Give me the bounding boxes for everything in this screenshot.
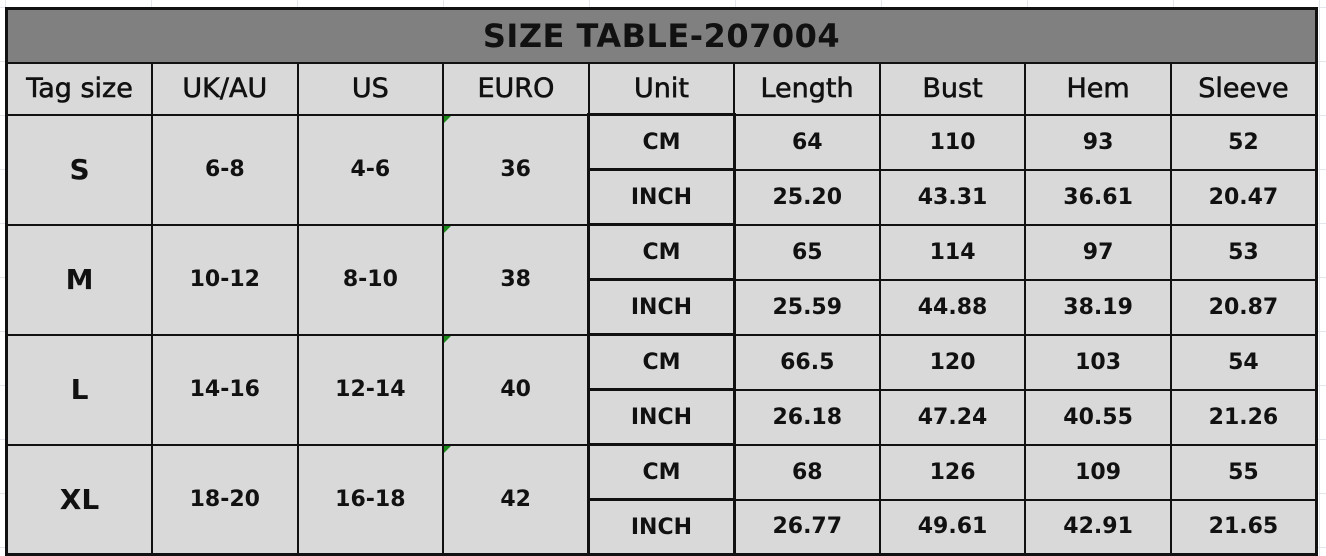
- table-row: INCH 26.18 47.24 40.55 21.26: [7, 388, 1318, 446]
- unit-cell: CM: [587, 113, 736, 171]
- table-row: XL 18-20 16-18 42 CM 68 126 109 55: [5, 443, 1318, 556]
- header-row: Tag size UK/AU US EURO Unit Length Bust …: [5, 62, 1318, 116]
- unit-cell: CM: [587, 333, 736, 391]
- sleeve-cell: 55: [1169, 443, 1318, 501]
- bust-cell: 120: [878, 333, 1027, 391]
- header-bust: Bust: [878, 62, 1027, 116]
- uk-au-cell: 6-8: [151, 113, 299, 226]
- table-row: L 14-16 12-14 40 CM 66.5 120 103 54: [5, 333, 1318, 446]
- header-sleeve: Sleeve: [1169, 62, 1318, 116]
- us-cell: 4-6: [296, 113, 445, 226]
- bust-cell: 47.24: [878, 388, 1027, 446]
- length-cell: 25.59: [733, 278, 881, 336]
- hem-cell: 103: [1024, 333, 1172, 391]
- tag-size-cell: XL: [5, 443, 154, 556]
- bust-cell: 49.61: [878, 498, 1027, 556]
- table-row: S 6-8 4-6 36 CM 64 110 93 52: [5, 113, 1318, 226]
- header-euro: EURO: [442, 62, 590, 116]
- length-cell: 68: [733, 443, 881, 501]
- bust-cell: 126: [878, 443, 1027, 501]
- size-table: SIZE TABLE-207004 Tag size UK/AU US EURO…: [5, 7, 1318, 556]
- bust-cell: 43.31: [878, 168, 1027, 226]
- us-cell: 12-14: [296, 333, 445, 446]
- length-cell: 65: [733, 223, 881, 281]
- euro-cell: 36: [442, 113, 590, 226]
- sleeve-cell: 21.26: [1169, 388, 1318, 446]
- uk-au-cell: 10-12: [151, 223, 299, 336]
- hem-cell: 97: [1024, 223, 1172, 281]
- unit-cell: INCH: [587, 278, 736, 336]
- sleeve-cell: 21.65: [1169, 498, 1318, 556]
- header-length: Length: [733, 62, 881, 116]
- uk-au-cell: 14-16: [151, 333, 299, 446]
- euro-cell: 40: [442, 333, 590, 446]
- table-row: M 10-12 8-10 38 CM 65 114 97 53: [5, 223, 1318, 336]
- bust-cell: 44.88: [878, 278, 1027, 336]
- hem-cell: 42.91: [1024, 498, 1172, 556]
- table-row: INCH 25.59 44.88 38.19 20.87: [7, 278, 1318, 336]
- hem-cell: 36.61: [1024, 168, 1172, 226]
- tag-size-cell: M: [5, 223, 154, 336]
- hem-cell: 40.55: [1024, 388, 1172, 446]
- unit-cell: INCH: [587, 388, 736, 446]
- length-cell: 25.20: [733, 168, 881, 226]
- table-row: INCH 25.20 43.31 36.61 20.47: [7, 168, 1318, 226]
- unit-cell: CM: [587, 223, 736, 281]
- sleeve-cell: 20.47: [1169, 168, 1318, 226]
- tag-size-cell: S: [5, 113, 154, 226]
- unit-cell: INCH: [587, 168, 736, 226]
- sleeve-cell: 52: [1169, 113, 1318, 171]
- length-cell: 64: [733, 113, 881, 171]
- header-tag-size: Tag size: [5, 62, 154, 116]
- uk-au-cell: 18-20: [151, 443, 299, 556]
- hem-cell: 38.19: [1024, 278, 1172, 336]
- bust-cell: 110: [878, 113, 1027, 171]
- hem-cell: 109: [1024, 443, 1172, 501]
- tag-size-cell: L: [5, 333, 154, 446]
- us-cell: 16-18: [296, 443, 445, 556]
- table-row: INCH 26.77 49.61 42.91 21.65: [7, 498, 1318, 556]
- header-us: US: [296, 62, 445, 116]
- length-cell: 26.18: [733, 388, 881, 446]
- sleeve-cell: 54: [1169, 333, 1318, 391]
- unit-cell: CM: [587, 443, 736, 501]
- length-cell: 26.77: [733, 498, 881, 556]
- hem-cell: 93: [1024, 113, 1172, 171]
- euro-cell: 38: [442, 223, 590, 336]
- table-title: SIZE TABLE-207004: [5, 7, 1318, 64]
- unit-cell: INCH: [587, 498, 736, 556]
- sleeve-cell: 20.87: [1169, 278, 1318, 336]
- sleeve-cell: 53: [1169, 223, 1318, 281]
- length-cell: 66.5: [733, 333, 881, 391]
- euro-cell: 42: [442, 443, 590, 556]
- header-unit: Unit: [587, 62, 736, 116]
- us-cell: 8-10: [296, 223, 445, 336]
- header-uk-au: UK/AU: [151, 62, 299, 116]
- bust-cell: 114: [878, 223, 1027, 281]
- header-hem: Hem: [1024, 62, 1172, 116]
